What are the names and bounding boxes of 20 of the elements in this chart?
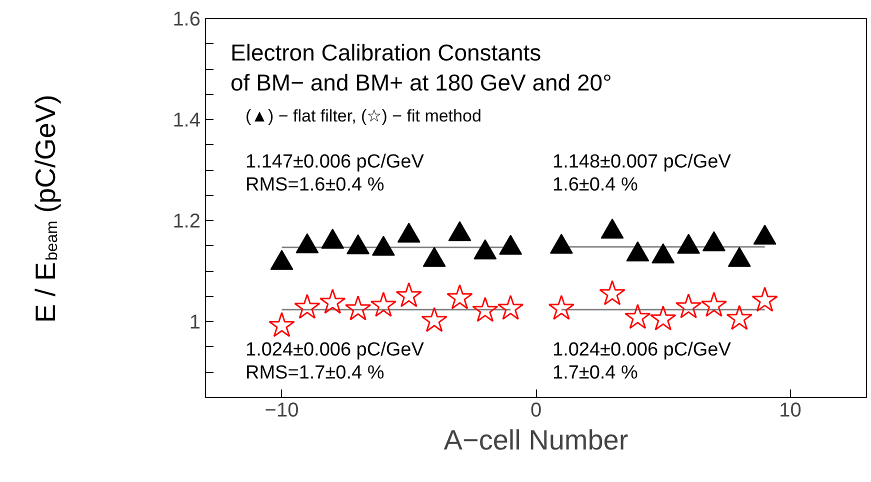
y-tick-label: 1.6 — [172, 8, 201, 30]
x-tick-label: 10 — [779, 400, 802, 422]
annotation: 1.6±0.4 % — [552, 174, 638, 196]
y-tick-label: 1.4 — [172, 110, 201, 132]
annotation: 1.7±0.4 % — [552, 362, 638, 384]
x-tick-label: −10 — [264, 400, 299, 422]
y-tick-label: 1 — [189, 312, 200, 334]
annotation: of BM− and BM+ at 180 GeV and 20° — [230, 70, 612, 96]
annotation: (▲) − flat filter, (☆) − fit method — [246, 106, 482, 126]
y-tick-label: 1.2 — [172, 210, 201, 233]
annotation: 1.024±0.006 pC/GeV — [246, 340, 424, 360]
annotation: 1.148±0.007 pC/GeV — [552, 152, 732, 172]
annotation: Electron Calibration Constants — [230, 40, 542, 66]
annotation: 1.147±0.006 pC/GeV — [246, 152, 424, 172]
x-axis-title: A−cell Number — [444, 424, 628, 456]
annotation: RMS=1.7±0.4 % — [246, 362, 384, 384]
x-tick-label: 0 — [530, 400, 542, 422]
annotation: 1.024±0.006 pC/GeV — [552, 340, 732, 360]
y-axis-title: E / Ebeam (pC/GeV) — [30, 94, 61, 323]
annotation: RMS=1.6±0.4 % — [246, 174, 384, 196]
